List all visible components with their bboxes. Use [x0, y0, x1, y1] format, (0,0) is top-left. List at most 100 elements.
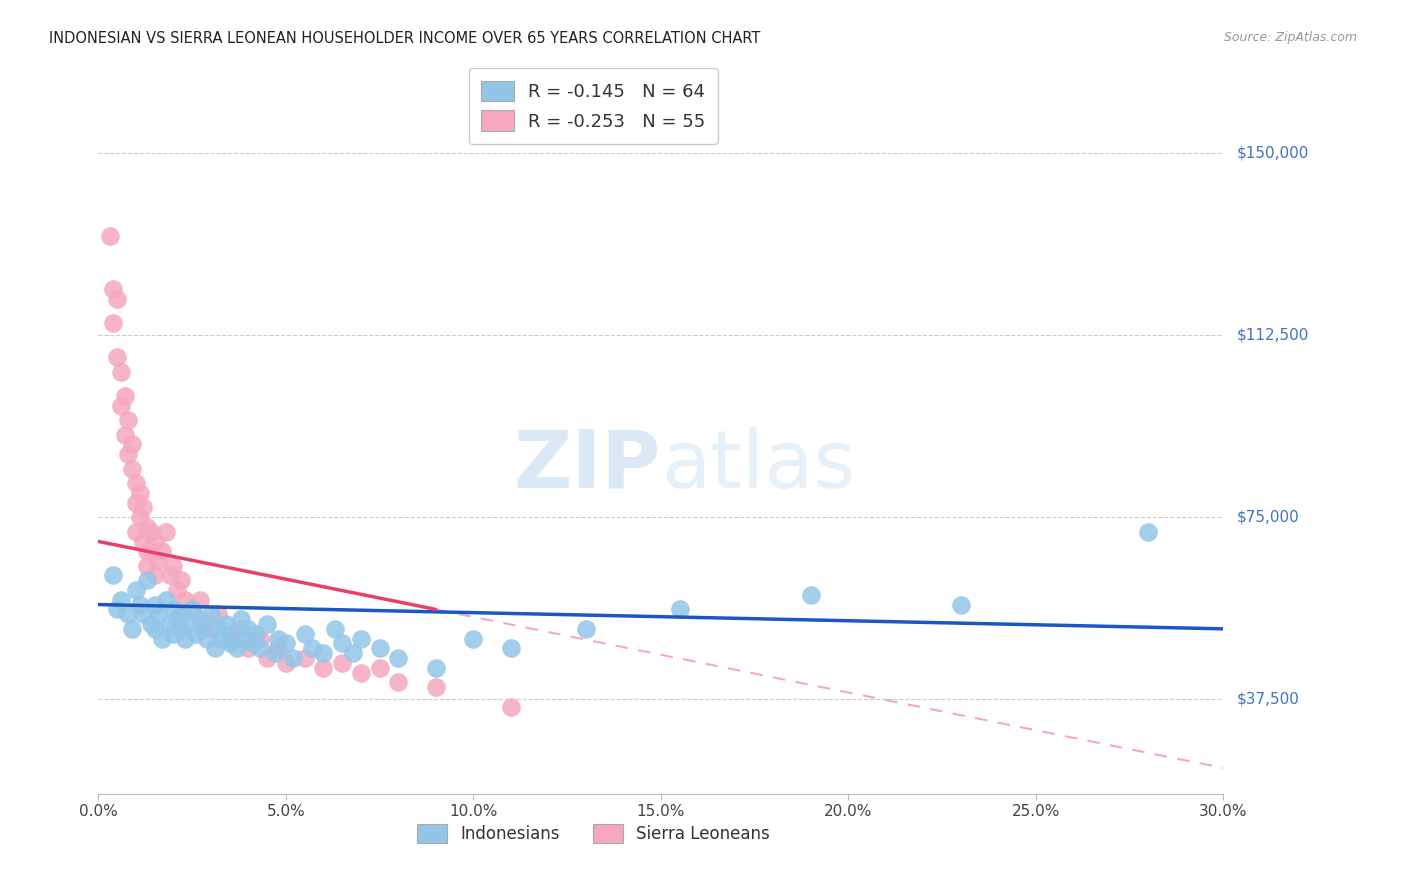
Point: [159, 568, 181, 582]
Point: [283, 651, 305, 665]
Point: [159, 617, 181, 632]
Point: [222, 626, 245, 640]
Point: [323, 622, 346, 636]
Point: [499, 699, 522, 714]
Point: [294, 626, 316, 640]
Point: [207, 607, 229, 622]
Point: [181, 602, 204, 616]
Point: [229, 622, 252, 636]
Point: [143, 568, 166, 582]
Point: [114, 389, 136, 403]
Point: [139, 524, 162, 539]
Point: [256, 651, 278, 665]
Point: [136, 520, 159, 534]
Point: [173, 592, 195, 607]
Point: [218, 632, 240, 646]
Point: [233, 632, 256, 646]
Point: [249, 632, 271, 646]
Text: Source: ZipAtlas.com: Source: ZipAtlas.com: [1223, 31, 1357, 45]
Point: [193, 622, 215, 636]
Point: [312, 661, 335, 675]
Point: [98, 228, 121, 243]
Point: [110, 365, 132, 379]
Point: [200, 607, 222, 622]
Point: [121, 622, 143, 636]
Point: [155, 592, 177, 607]
Point: [425, 661, 447, 675]
Text: $75,000: $75,000: [1237, 509, 1301, 524]
Point: [200, 622, 222, 636]
Point: [263, 646, 285, 660]
Point: [204, 641, 226, 656]
Point: [132, 500, 155, 515]
Point: [226, 641, 249, 656]
Point: [184, 626, 207, 640]
Point: [143, 622, 166, 636]
Point: [238, 641, 260, 656]
Point: [312, 646, 335, 660]
Point: [136, 558, 159, 573]
Point: [103, 316, 125, 330]
Point: [294, 651, 316, 665]
Text: $37,500: $37,500: [1237, 691, 1301, 706]
Point: [499, 641, 522, 656]
Point: [181, 602, 204, 616]
Point: [368, 641, 391, 656]
Point: [150, 632, 173, 646]
Point: [177, 617, 200, 632]
Point: [148, 607, 170, 622]
Point: [238, 622, 260, 636]
Point: [136, 574, 159, 588]
Point: [162, 558, 184, 573]
Point: [215, 617, 238, 632]
Point: [193, 617, 215, 632]
Text: $150,000: $150,000: [1237, 145, 1309, 161]
Point: [103, 568, 125, 582]
Point: [207, 622, 229, 636]
Point: [114, 427, 136, 442]
Point: [132, 534, 155, 549]
Point: [218, 636, 240, 650]
Point: [240, 636, 263, 650]
Point: [128, 510, 150, 524]
Point: [148, 554, 170, 568]
Point: [575, 622, 598, 636]
Point: [110, 592, 132, 607]
Point: [301, 641, 323, 656]
Point: [949, 598, 972, 612]
Text: INDONESIAN VS SIERRA LEONEAN HOUSEHOLDER INCOME OVER 65 YEARS CORRELATION CHART: INDONESIAN VS SIERRA LEONEAN HOUSEHOLDER…: [49, 31, 761, 46]
Point: [249, 641, 271, 656]
Point: [128, 486, 150, 500]
Point: [274, 656, 297, 670]
Point: [143, 534, 166, 549]
Point: [125, 476, 148, 491]
Point: [125, 495, 148, 509]
Point: [103, 282, 125, 296]
Point: [125, 582, 148, 597]
Point: [110, 399, 132, 413]
Point: [170, 574, 193, 588]
Text: $112,500: $112,500: [1237, 327, 1309, 343]
Point: [350, 665, 373, 680]
Point: [1137, 524, 1160, 539]
Point: [245, 626, 267, 640]
Point: [173, 632, 195, 646]
Text: ZIP: ZIP: [513, 426, 661, 505]
Point: [162, 602, 184, 616]
Point: [330, 636, 353, 650]
Point: [387, 651, 409, 665]
Point: [150, 544, 173, 558]
Point: [211, 632, 233, 646]
Point: [463, 632, 485, 646]
Point: [170, 607, 193, 622]
Point: [128, 598, 150, 612]
Point: [368, 661, 391, 675]
Point: [267, 632, 290, 646]
Text: atlas: atlas: [661, 426, 855, 505]
Point: [117, 413, 139, 427]
Point: [274, 636, 297, 650]
Legend: Indonesians, Sierra Leoneans: Indonesians, Sierra Leoneans: [411, 817, 776, 850]
Point: [170, 622, 193, 636]
Point: [166, 612, 188, 626]
Point: [350, 632, 373, 646]
